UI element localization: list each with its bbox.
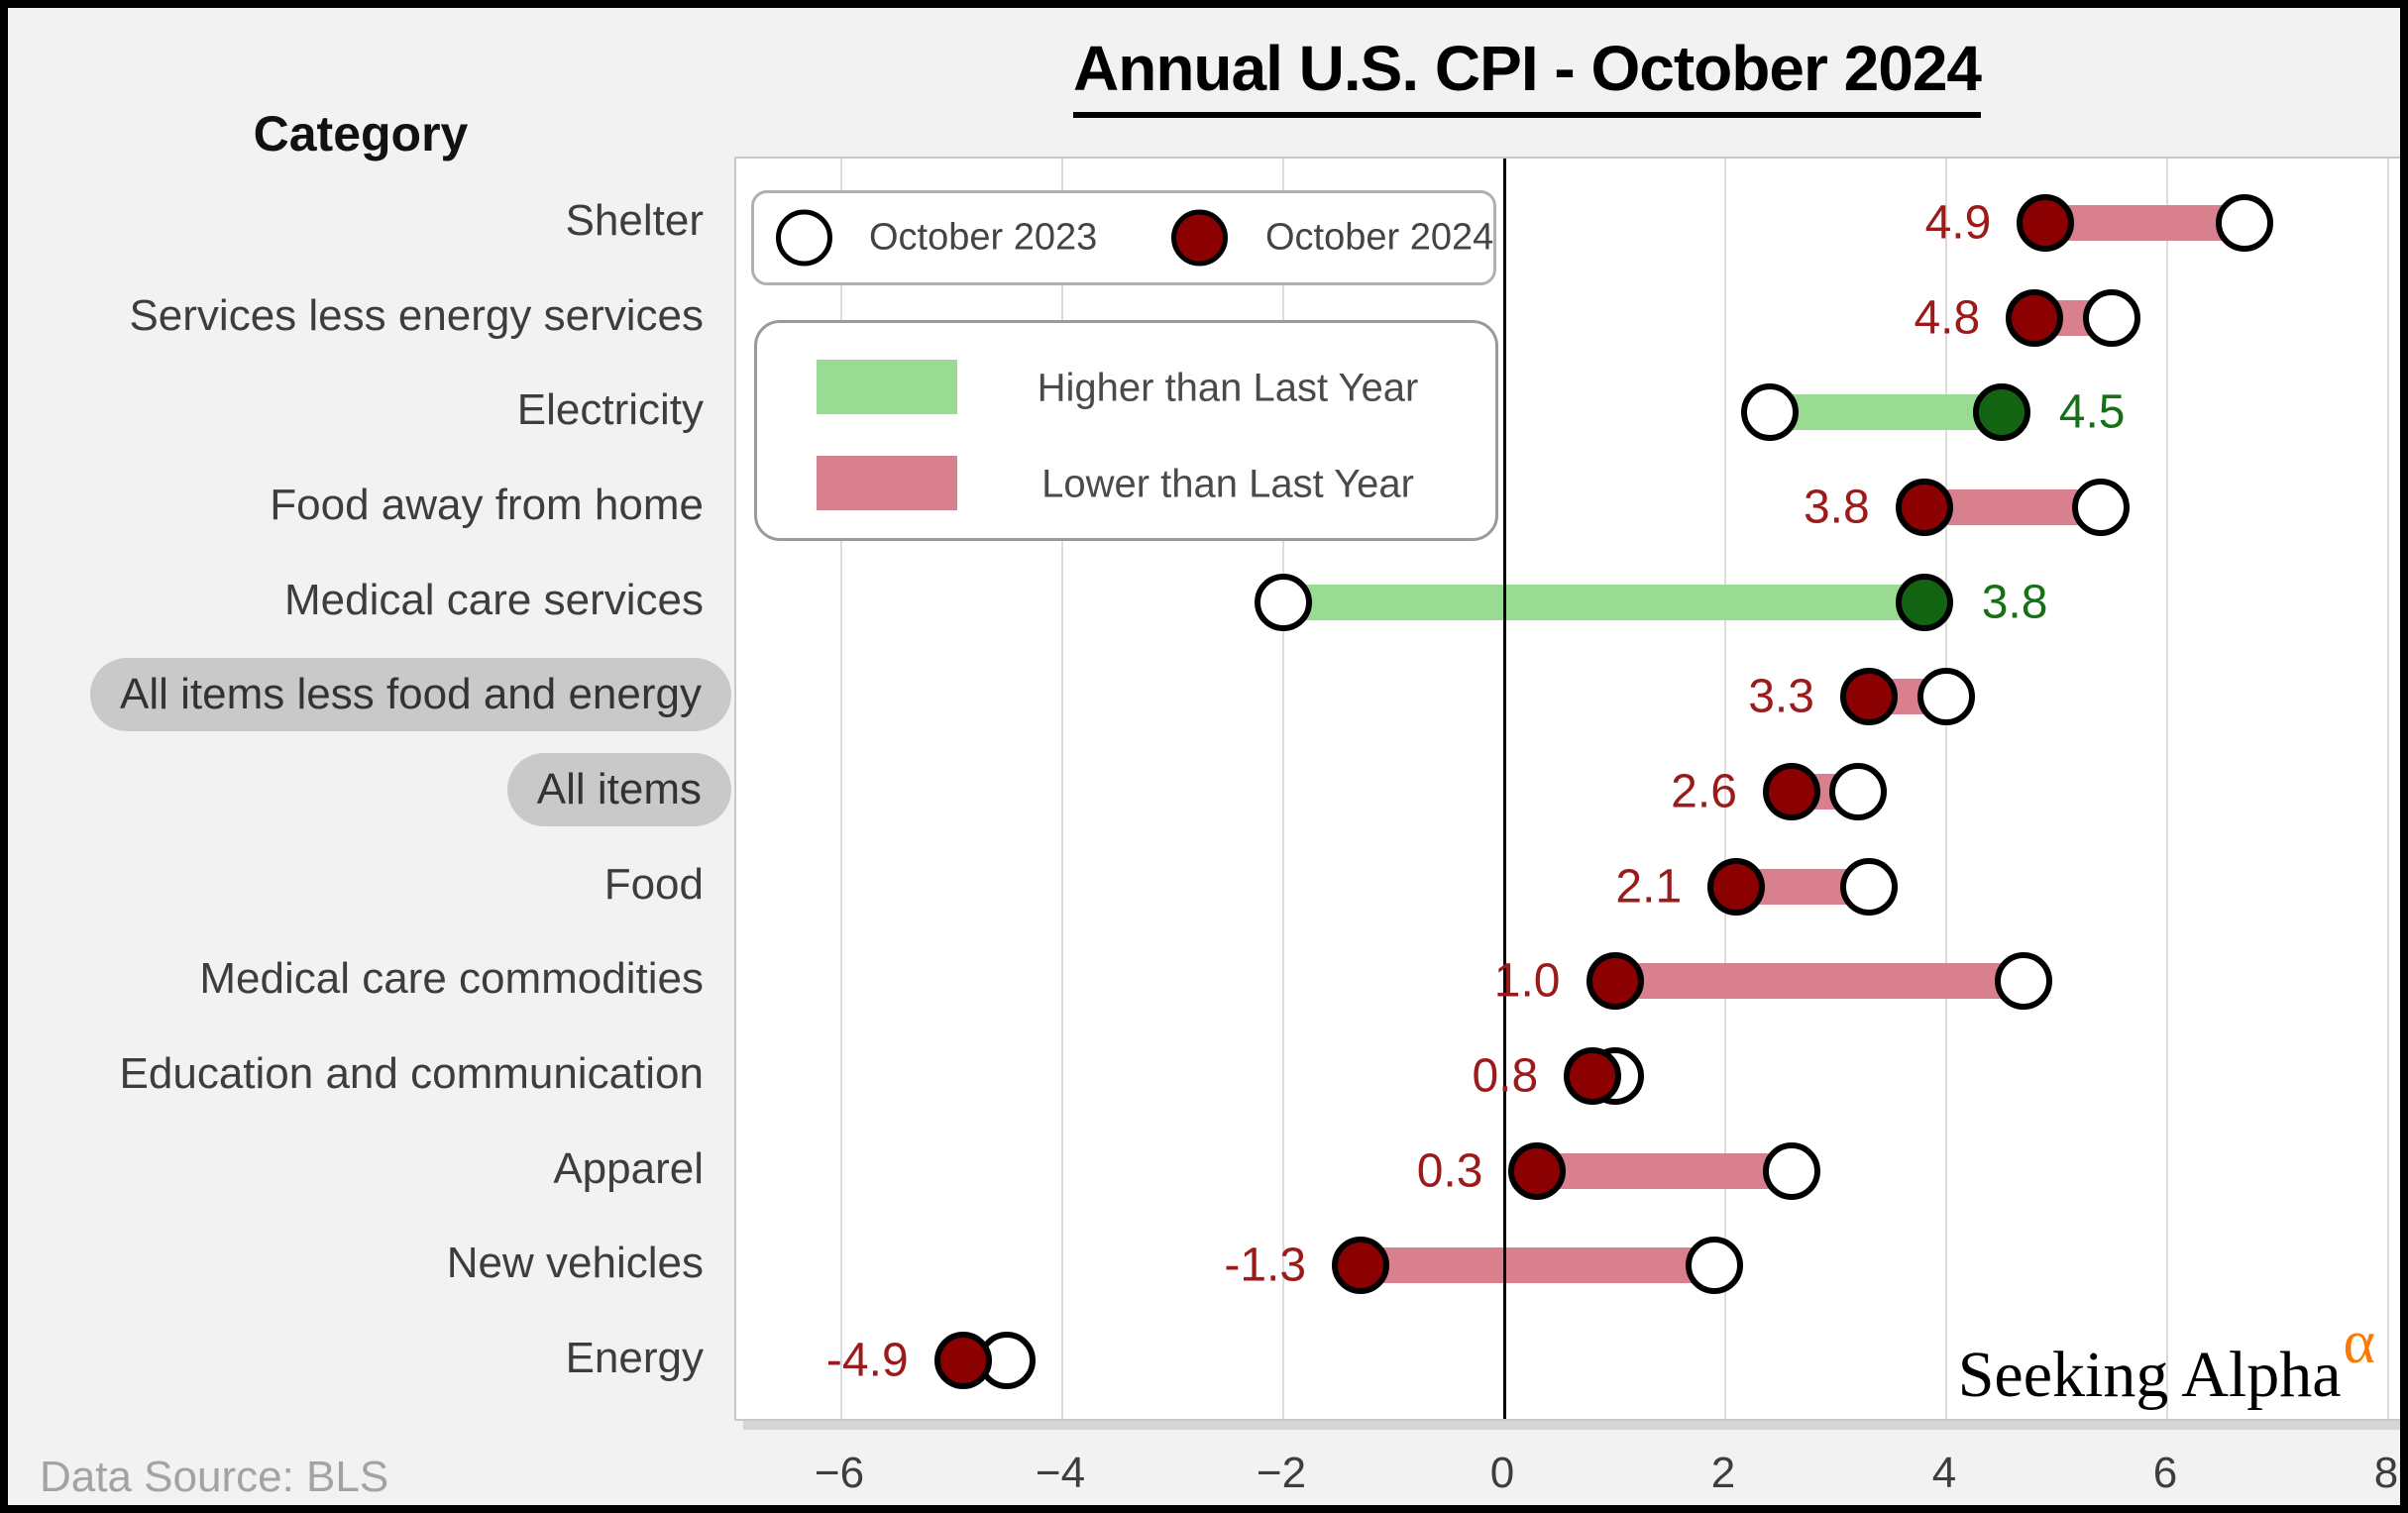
x-axis: −6 −4 −2 0 2 4 6 8	[734, 1427, 2399, 1505]
legend-higher-swatch	[817, 360, 957, 414]
category-label: Electricity	[516, 385, 704, 435]
x-tick-label: −6	[814, 1449, 865, 1497]
value-label-oct-2024: 4.9	[1924, 196, 1992, 250]
legend-lower-swatch	[817, 456, 957, 510]
dumbbell-bar	[1537, 1152, 1792, 1189]
category-label: Education and communication	[119, 1049, 704, 1098]
category-label: Shelter	[565, 196, 704, 245]
value-label-oct-2024: 2.1	[1615, 860, 1683, 914]
category-label-highlighted: All items	[506, 753, 731, 826]
x-tick-label: 4	[1931, 1449, 1957, 1497]
x-tick-label: 8	[2373, 1449, 2399, 1497]
marker-oct-2024	[1332, 1237, 1390, 1295]
dumbbell-bar	[1769, 394, 2002, 431]
marker-oct-2024	[1508, 1141, 1567, 1200]
category-label-highlighted: All items less food and energy	[90, 658, 731, 732]
value-label-oct-2024: 3.8	[1981, 576, 2048, 629]
marker-oct-2023	[2216, 194, 2274, 252]
category-label: Food	[603, 859, 704, 909]
dumbbell-bar	[1923, 489, 2102, 525]
legend-markers: October 2023 October 2024	[751, 190, 1496, 285]
dumbbell-bar	[1614, 963, 2025, 1000]
value-label-oct-2024: 1.0	[1493, 954, 1561, 1008]
seeking-alpha-logo: Seeking Alphaα	[1957, 1312, 2375, 1413]
value-label-oct-2024: 3.3	[1748, 670, 1814, 723]
marker-oct-2024	[1895, 479, 1953, 536]
marker-oct-2023	[2072, 479, 2131, 536]
marker-oct-2024	[1895, 573, 1953, 631]
legend-direction: Higher than Last Year Lower than Last Ye…	[754, 320, 1498, 541]
dumbbell-bar	[1361, 1247, 1714, 1284]
category-label: New vehicles	[446, 1239, 704, 1288]
value-label-oct-2024: 2.6	[1671, 765, 1737, 818]
dumbbell-bar	[1283, 584, 1924, 620]
gridline	[2166, 159, 2168, 1419]
category-labels: Shelter Services less energy services Elec…	[8, 157, 731, 1417]
marker-oct-2023	[1685, 1237, 1743, 1295]
data-source-note: Data Source: BLS	[40, 1453, 389, 1501]
chart-title-text: Annual U.S. CPI - October 2024	[1073, 33, 1982, 118]
dumbbell-bar	[2045, 205, 2245, 241]
legend-marker-2024-icon	[1171, 209, 1228, 267]
marker-oct-2023	[1839, 857, 1898, 916]
marker-oct-2024	[933, 1332, 992, 1389]
value-label-oct-2024: 0.8	[1472, 1049, 1539, 1103]
value-label-oct-2024: -4.9	[825, 1334, 909, 1387]
marker-oct-2024	[1586, 952, 1644, 1011]
marker-oct-2023	[1740, 383, 1799, 442]
gridline	[1724, 159, 1726, 1419]
marker-oct-2023	[1917, 668, 1975, 726]
value-label-oct-2024: 3.8	[1803, 481, 1870, 534]
x-tick-label: 6	[2152, 1449, 2178, 1497]
marker-oct-2023	[1255, 573, 1312, 631]
marker-oct-2023	[2083, 288, 2141, 347]
marker-oct-2023	[1762, 1141, 1820, 1200]
marker-oct-2024	[1839, 668, 1898, 726]
category-label: Medical care commodities	[199, 954, 704, 1004]
x-tick-label: 0	[1489, 1449, 1515, 1497]
marker-oct-2023	[1828, 763, 1887, 820]
legend-higher-label: Higher than Last Year	[1037, 366, 1419, 410]
chart-title: Annual U.S. CPI - October 2024	[734, 32, 2320, 118]
marker-oct-2024	[1707, 857, 1766, 916]
alpha-icon: α	[2343, 1309, 2375, 1376]
value-label-oct-2024: 0.3	[1416, 1144, 1483, 1198]
category-label: Food away from home	[270, 481, 704, 529]
x-tick-label: −2	[1256, 1449, 1307, 1497]
category-label: Services less energy services	[129, 290, 704, 340]
marker-oct-2024	[2006, 288, 2064, 347]
zero-line	[1503, 159, 1506, 1419]
legend-marker-2024-label: October 2024	[1265, 216, 1494, 259]
marker-oct-2024	[1564, 1047, 1622, 1105]
gridline	[1282, 159, 1284, 1419]
marker-oct-2024	[1972, 383, 2030, 442]
legend-lower-label: Lower than Last Year	[1041, 462, 1414, 506]
marker-oct-2024	[1762, 763, 1820, 820]
seeking-alpha-wordmark: Seeking Alpha	[1957, 1339, 2342, 1411]
x-tick-label: −4	[1035, 1449, 1086, 1497]
category-label: Apparel	[553, 1143, 704, 1193]
legend-marker-2023-icon	[776, 209, 832, 267]
marker-oct-2024	[2017, 194, 2075, 252]
value-label-oct-2024: 4.8	[1914, 291, 1981, 345]
gridline	[1061, 159, 1063, 1419]
category-label: Medical care services	[283, 575, 704, 624]
category-axis-header: Category	[253, 106, 469, 162]
value-label-oct-2024: -1.3	[1224, 1239, 1307, 1292]
x-tick-label: 2	[1710, 1449, 1736, 1497]
value-label-oct-2024: 4.5	[2058, 385, 2126, 439]
plot-area: 4.9 4.8 4.5 3.8 3.8 3.3 2.6 2.1 1.0 0.8 0.3 -1.3 -4.…	[734, 157, 2400, 1421]
category-label: Energy	[565, 1334, 704, 1382]
gridline	[840, 159, 842, 1419]
legend-marker-2023-label: October 2023	[869, 216, 1098, 259]
marker-oct-2023	[1995, 952, 2053, 1011]
gridline	[2387, 159, 2389, 1419]
gridline	[1945, 159, 1947, 1419]
